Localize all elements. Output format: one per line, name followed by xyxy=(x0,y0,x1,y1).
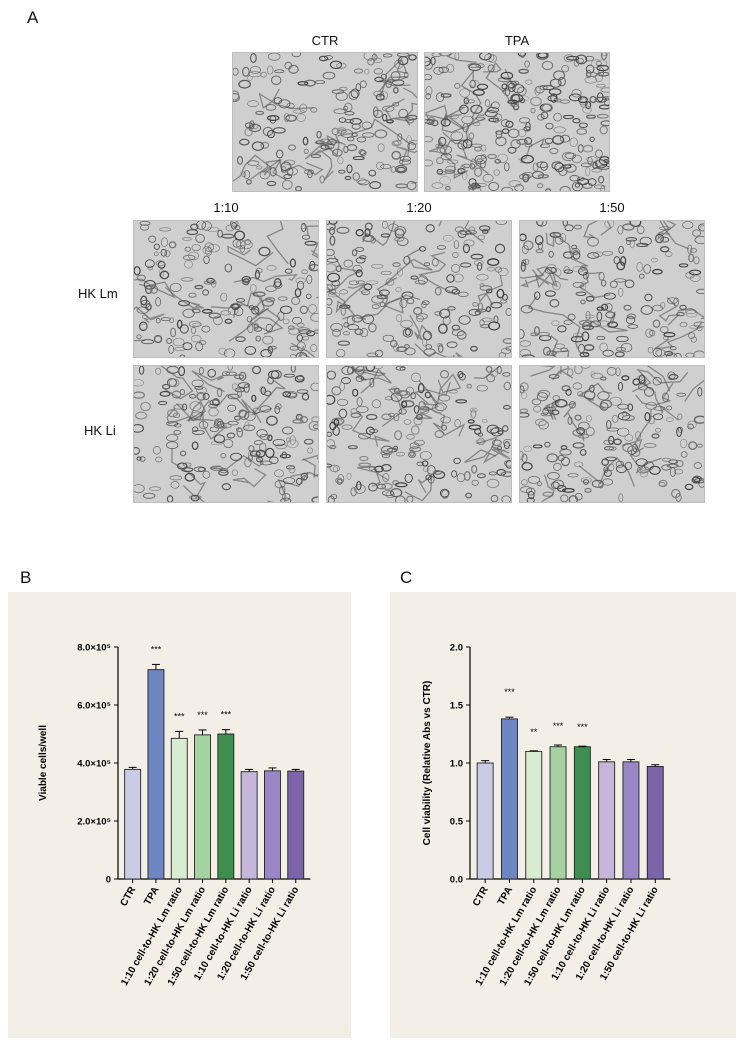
micrograph-hk-li-1-20 xyxy=(326,365,512,503)
chart-b-x-tick-label: CTR xyxy=(118,884,138,908)
chart-b-bar xyxy=(147,669,165,880)
image-label-ctr: CTR xyxy=(311,33,339,48)
chart-c-significance-label: ** xyxy=(530,727,538,737)
chart-b-significance-label: *** xyxy=(221,710,232,720)
chart-b-bar xyxy=(194,734,212,880)
chart-c-bar xyxy=(500,718,518,880)
chart-c-y-label: Cell viability (Relative Abs vs CTR) xyxy=(422,681,433,846)
micrograph-tpa xyxy=(424,52,610,192)
chart-c-significance-label: *** xyxy=(553,721,564,731)
chart-b-background: 0 2.0×10⁵ 4.0×10⁵ 6.0×10⁵ 8.0×10⁵ Viable cell… xyxy=(8,592,351,1038)
chart-c-y-tick-label: 0.0 xyxy=(450,875,463,886)
micrograph-hk-li-1-50 xyxy=(519,365,705,503)
chart-c-bar xyxy=(573,746,591,880)
chart-b-y-tick-label: 6.0×10⁵ xyxy=(77,701,111,712)
ratio-label-1-20: 1:20 xyxy=(406,200,432,215)
chart-b-viable-cells: 0 2.0×10⁵ 4.0×10⁵ 6.0×10⁵ 8.0×10⁵ Viable cell… xyxy=(38,643,311,988)
chart-b-y-tick-label: 2.0×10⁵ xyxy=(77,817,111,828)
chart-c-cell-viability: 0.0 0.5 1.0 1.5 2.0 Cell viability (Relative … xyxy=(422,643,671,988)
chart-c-x-tick-label: CTR xyxy=(471,884,491,908)
chart-b-bar xyxy=(170,737,188,880)
chart-b-significance-label: *** xyxy=(151,644,162,654)
ratio-label-1-10: 1:10 xyxy=(213,200,239,215)
ratio-label-1-50: 1:50 xyxy=(599,200,625,215)
chart-c-y-tick-label: 2.0 xyxy=(450,643,463,654)
row-label-hk-li: HK Li xyxy=(84,423,116,438)
chart-c-y-tick-label: 1.0 xyxy=(450,759,463,770)
micrograph-ctr xyxy=(232,52,418,192)
chart-b-x-tick-label: TPA xyxy=(142,885,161,907)
chart-c-significance-label: *** xyxy=(504,687,515,697)
chart-b-bar xyxy=(287,770,305,880)
micrograph-hk-lm-1-50 xyxy=(519,220,705,358)
chart-b-bar xyxy=(124,768,142,880)
row-label-hk-lm: HK Lm xyxy=(78,286,118,301)
chart-c-y-tick-label: 1.5 xyxy=(450,701,464,712)
chart-b-significance-label: *** xyxy=(174,711,185,721)
chart-c-bar xyxy=(598,761,616,880)
micrograph-hk-lm-1-10 xyxy=(133,220,319,358)
chart-c-bar xyxy=(549,746,567,880)
chart-b-y-label: Viable cells/well xyxy=(38,725,49,801)
chart-b-bar xyxy=(217,733,235,880)
chart-c-significance-label: *** xyxy=(577,722,588,732)
chart-b-y-tick-label: 4.0×10⁵ xyxy=(77,759,111,770)
panel-label-b: B xyxy=(20,568,32,587)
panel-label-c: C xyxy=(400,568,413,587)
chart-c-background: 0.0 0.5 1.0 1.5 2.0 Cell viability (Relative … xyxy=(390,592,736,1038)
chart-c-y-tick-label: 0.5 xyxy=(450,817,464,828)
chart-b-bar xyxy=(264,770,281,880)
chart-c-bar xyxy=(476,762,494,880)
panel-label-a: A xyxy=(27,8,39,27)
chart-b-y-tick-label: 8.0×10⁵ xyxy=(77,643,111,654)
chart-c-bar xyxy=(525,750,543,880)
chart-b-significance-label: *** xyxy=(197,710,208,720)
image-label-tpa: TPA xyxy=(504,33,530,48)
chart-c-x-tick-label: TPA xyxy=(496,885,515,907)
micrograph-hk-lm-1-20 xyxy=(326,220,512,358)
chart-c-bar xyxy=(622,761,640,880)
chart-c-bar xyxy=(646,766,664,880)
chart-b-bar xyxy=(240,771,258,880)
micrograph-hk-li-1-10 xyxy=(133,365,319,503)
chart-b-y-tick-label: 0 xyxy=(106,875,111,886)
